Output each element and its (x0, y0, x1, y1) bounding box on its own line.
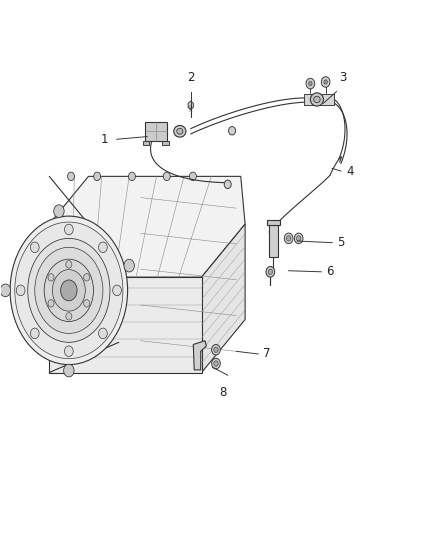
Polygon shape (45, 176, 245, 277)
Circle shape (64, 224, 73, 235)
Ellipse shape (35, 247, 103, 334)
Circle shape (309, 82, 312, 86)
Ellipse shape (15, 222, 123, 359)
Ellipse shape (44, 259, 94, 321)
Polygon shape (188, 101, 193, 110)
Circle shape (99, 242, 107, 253)
Circle shape (30, 242, 39, 253)
Circle shape (128, 172, 135, 181)
Ellipse shape (177, 128, 183, 134)
Text: 6: 6 (326, 265, 334, 278)
Polygon shape (304, 94, 334, 105)
Circle shape (48, 273, 54, 281)
Circle shape (284, 233, 293, 244)
Circle shape (113, 285, 121, 296)
Circle shape (324, 80, 327, 84)
Circle shape (268, 269, 272, 274)
Circle shape (64, 346, 73, 357)
Circle shape (189, 172, 196, 181)
Circle shape (99, 328, 107, 338)
Polygon shape (162, 141, 169, 144)
Circle shape (84, 300, 90, 307)
Circle shape (16, 285, 25, 296)
Ellipse shape (10, 216, 127, 365)
Ellipse shape (28, 238, 110, 342)
Circle shape (84, 273, 90, 281)
Circle shape (54, 205, 64, 217)
Circle shape (0, 284, 11, 297)
Polygon shape (269, 225, 278, 257)
Ellipse shape (311, 93, 323, 106)
Polygon shape (49, 277, 201, 373)
Circle shape (94, 172, 101, 181)
Circle shape (64, 364, 74, 377)
Text: 2: 2 (187, 70, 194, 84)
Text: 7: 7 (263, 348, 271, 360)
Circle shape (163, 172, 170, 181)
Polygon shape (201, 224, 245, 373)
Polygon shape (145, 122, 167, 141)
Circle shape (286, 236, 291, 241)
Circle shape (30, 328, 39, 338)
Circle shape (297, 236, 301, 241)
Polygon shape (143, 141, 149, 144)
Ellipse shape (314, 96, 320, 103)
Circle shape (212, 358, 220, 369)
Circle shape (66, 261, 72, 268)
Ellipse shape (53, 270, 85, 311)
Circle shape (214, 361, 218, 366)
Text: 4: 4 (346, 165, 353, 177)
Ellipse shape (174, 125, 186, 137)
Text: 1: 1 (100, 133, 108, 146)
Polygon shape (267, 220, 280, 225)
Circle shape (124, 259, 134, 272)
Circle shape (224, 180, 231, 189)
Circle shape (321, 77, 330, 87)
Circle shape (66, 313, 72, 320)
Circle shape (229, 126, 236, 135)
Text: 3: 3 (339, 70, 346, 84)
Circle shape (306, 78, 315, 89)
Circle shape (294, 233, 303, 244)
Circle shape (266, 266, 275, 277)
Text: 5: 5 (337, 236, 345, 249)
Polygon shape (193, 341, 206, 370)
Circle shape (67, 172, 74, 181)
Circle shape (214, 347, 218, 352)
Ellipse shape (60, 280, 77, 301)
Circle shape (48, 300, 54, 307)
Circle shape (212, 344, 220, 355)
Text: 8: 8 (220, 386, 227, 399)
